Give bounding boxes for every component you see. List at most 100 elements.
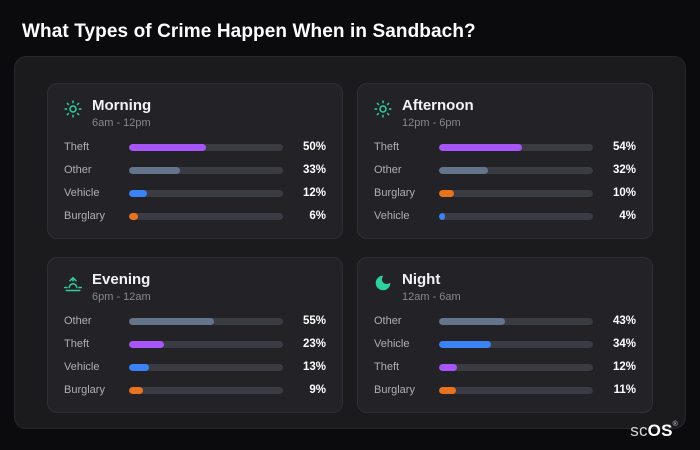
bar-track [129,386,283,394]
card-morning: Morning 6am - 12pm Theft 50% Other 33% Vehicle… [47,83,343,239]
bar-rows: Other 55% Theft 23% Vehicle 13% Burglary 9% [64,315,326,396]
bar-label: Burglary [64,384,105,396]
bar-value: 4% [619,210,636,222]
bar-label: Vehicle [64,187,100,199]
bar-label: Other [374,164,402,176]
bar-track [439,166,593,174]
bar-fill [129,317,214,325]
bar-value: 34% [612,338,636,350]
card-header: Afternoon 12pm - 6pm [374,97,636,129]
bar-row: Other 33% [64,164,326,176]
bar-label: Burglary [374,384,415,396]
bar-row: Burglary 10% [374,187,636,199]
scos-logo: scOS® [630,421,678,441]
bar-label: Vehicle [64,361,100,373]
bar-row: Burglary 11% [374,384,636,396]
bar-label: Other [374,315,402,327]
sun-icon [374,100,392,118]
bar-value: 33% [302,164,326,176]
cards-grid: Morning 6am - 12pm Theft 50% Other 33% Vehicle… [47,83,653,413]
bar-row: Theft 23% [64,338,326,350]
bar-row: Vehicle 12% [64,187,326,199]
bar-fill [439,166,489,174]
page-title: What Types of Crime Happen When in Sandb… [22,21,476,42]
card-header: Night 12am - 6am [374,271,636,303]
bar-label: Burglary [64,210,105,222]
bar-fill [439,363,458,371]
bar-value: 13% [302,361,326,373]
bar-row: Vehicle 34% [374,338,636,350]
bar-track [129,189,283,197]
card-title-block: Evening 6pm - 12am [92,271,151,303]
bar-label: Vehicle [374,210,410,222]
moon-icon [374,274,392,292]
bar-label: Other [64,315,92,327]
bar-value: 55% [302,315,326,327]
bar-value: 11% [613,384,636,396]
bar-label: Theft [374,141,400,153]
bar-fill [439,386,456,394]
bar-value: 32% [612,164,636,176]
card-afternoon: Afternoon 12pm - 6pm Theft 54% Other 32% Burgl… [357,83,653,239]
bar-row: Burglary 6% [64,210,326,222]
card-evening: Evening 6pm - 12am Other 55% Theft 23% Vehicle… [47,257,343,413]
sunrise-icon [64,274,82,292]
bar-track [129,143,283,151]
card-subtitle: 12pm - 6pm [402,117,461,129]
bar-rows: Theft 50% Other 33% Vehicle 12% Burglary 6% [64,141,326,222]
card-subtitle: 12am - 6am [402,291,461,303]
bar-track [439,363,593,371]
sun-icon [64,100,82,118]
bar-track [439,189,593,197]
bar-value: 10% [612,187,636,199]
bar-fill [129,386,143,394]
bar-value: 54% [612,141,636,153]
bar-row: Theft 50% [64,141,326,153]
bar-fill [439,189,455,197]
bar-value: 12% [612,361,636,373]
bar-track [439,143,593,151]
bar-track [129,363,283,371]
bar-row: Other 32% [374,164,636,176]
card-title: Afternoon [402,97,474,114]
bar-track [439,317,593,325]
bar-row: Theft 12% [374,361,636,373]
card-title-block: Morning 6am - 12pm [92,97,151,129]
bar-track [129,340,283,348]
bar-fill [129,143,206,151]
brand-os: OS [647,421,673,440]
card-header: Evening 6pm - 12am [64,271,326,303]
card-header: Morning 6am - 12pm [64,97,326,129]
crime-times-panel: Morning 6am - 12pm Theft 50% Other 33% Vehicle… [14,56,686,429]
bar-rows: Theft 54% Other 32% Burglary 10% Vehicle 4% [374,141,636,222]
card-title: Evening [92,271,151,288]
bar-track [439,340,593,348]
bar-fill [439,212,446,220]
bar-value: 23% [302,338,326,350]
bar-track [129,212,283,220]
bar-track [129,166,283,174]
bar-label: Vehicle [374,338,410,350]
bar-rows: Other 43% Vehicle 34% Theft 12% Burglary 11% [374,315,636,396]
bar-fill [439,317,506,325]
bar-fill [129,212,139,220]
registered-mark-icon: ® [672,421,678,428]
bar-row: Other 55% [64,315,326,327]
bar-value: 6% [309,210,326,222]
bar-track [129,317,283,325]
bar-row: Vehicle 13% [64,361,326,373]
bar-value: 50% [302,141,326,153]
bar-row: Burglary 9% [64,384,326,396]
bar-track [439,386,593,394]
bar-row: Vehicle 4% [374,210,636,222]
card-title-block: Afternoon 12pm - 6pm [402,97,474,129]
bar-fill [439,340,492,348]
bar-label: Other [64,164,92,176]
bar-value: 12% [302,187,326,199]
bar-label: Theft [64,141,90,153]
card-title-block: Night 12am - 6am [402,271,461,303]
bar-fill [129,340,165,348]
bar-label: Burglary [374,187,415,199]
bar-value: 9% [309,384,326,396]
bar-fill [439,143,523,151]
